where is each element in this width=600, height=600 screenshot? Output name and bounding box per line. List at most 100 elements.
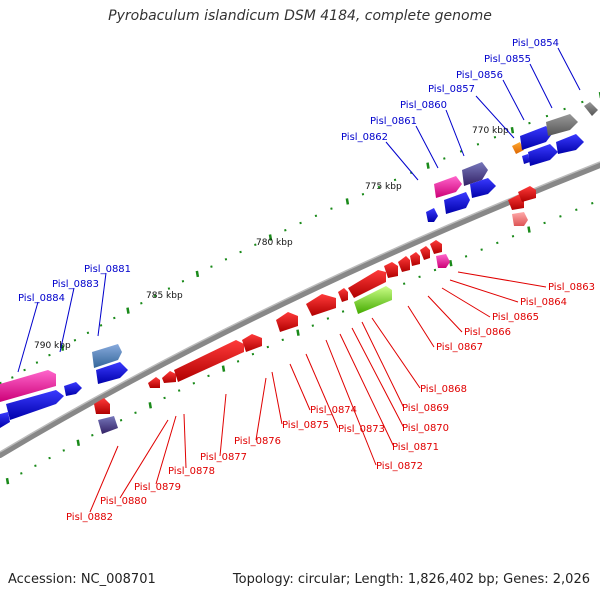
gene-0862 — [426, 208, 438, 222]
map-title: Pyrobaculum islandicum DSM 4184, complet… — [108, 8, 492, 24]
tick-mark — [76, 439, 80, 447]
gene-0854 — [546, 114, 578, 136]
gene-0861 — [434, 176, 462, 198]
leader-0872 — [325, 339, 377, 466]
forward-genes — [0, 102, 598, 434]
gene-label-0874: Pisl_0874 — [310, 405, 357, 416]
gene-0875 — [306, 294, 336, 316]
tick-mark — [345, 198, 350, 205]
tick-mark — [221, 365, 226, 372]
tick-mark — [314, 214, 318, 218]
leader-0868 — [371, 317, 421, 389]
tick-mark — [181, 279, 185, 283]
tick-mark — [543, 221, 546, 225]
leader-0860 — [445, 109, 465, 157]
gene-0854b — [556, 134, 584, 154]
gene-0874 — [338, 288, 348, 302]
tick-mark — [510, 126, 515, 134]
tick-mark — [377, 185, 381, 189]
kbp-label-770: 770 kbp — [472, 126, 509, 136]
tick-mark — [99, 324, 103, 327]
tick-mark — [195, 270, 200, 278]
gene-label-0882: Pisl_0882 — [66, 512, 113, 523]
tick-mark — [163, 396, 166, 400]
gene-label-0865: Pisl_0865 — [492, 312, 539, 323]
gene-0884 — [0, 370, 56, 402]
tick-mark — [134, 411, 137, 415]
tick-mark — [418, 275, 421, 279]
gene-label-0879: Pisl_0879 — [134, 482, 181, 493]
tick-mark — [153, 294, 157, 298]
tick-mark — [251, 352, 255, 356]
tick-mark — [330, 207, 333, 210]
tick-mark — [464, 255, 468, 258]
gene-label-0875: Pisl_0875 — [282, 420, 329, 431]
gene-0878 — [174, 340, 244, 382]
leader-0883 — [59, 287, 75, 353]
gene-0881b — [96, 362, 128, 384]
gene-label-0880: Pisl_0880 — [100, 496, 147, 507]
leader-0856 — [502, 79, 525, 121]
gene-0873 — [348, 270, 386, 298]
gene-0857 — [512, 142, 524, 154]
gene-label-0884: Pisl_0884 — [18, 293, 65, 304]
gene-0867 — [354, 286, 392, 314]
gene-0855 — [528, 144, 558, 166]
leader-0864 — [449, 279, 519, 303]
tick-mark — [496, 241, 499, 245]
tick-mark — [591, 202, 594, 205]
gene-label-0854: Pisl_0854 — [512, 38, 559, 49]
gene-label-0870: Pisl_0870 — [402, 423, 449, 434]
tick-mark — [493, 135, 497, 139]
tick-mark — [581, 100, 584, 104]
tick-mark — [443, 157, 446, 160]
tick-mark — [449, 259, 453, 267]
tick-mark — [192, 381, 196, 385]
gene-label-0856: Pisl_0856 — [456, 70, 503, 81]
tick-mark — [91, 434, 94, 437]
tick-mark — [34, 464, 37, 467]
gene-0866 — [436, 254, 450, 268]
gene-0883b — [0, 412, 10, 428]
gene-label-0864: Pisl_0864 — [520, 297, 567, 308]
tick-mark — [126, 307, 130, 314]
tick-mark — [281, 338, 284, 342]
gene-label-0861: Pisl_0861 — [370, 116, 417, 127]
leader-0876 — [255, 377, 267, 441]
tick-mark — [284, 229, 287, 232]
tick-mark — [268, 234, 273, 241]
leader-0879 — [155, 415, 177, 485]
tick-mark — [559, 215, 562, 218]
gene-label-0863: Pisl_0863 — [548, 282, 595, 293]
leader-0877 — [219, 393, 227, 457]
tick-mark — [113, 316, 116, 320]
tick-mark — [48, 353, 51, 357]
gene-0877 — [242, 334, 262, 352]
gene-labels: Pisl_0854 Pisl_0855 Pisl_0856 Pisl_0857 … — [18, 38, 595, 523]
gene-0860b — [470, 178, 496, 198]
tick-mark — [86, 331, 90, 335]
leader-0881 — [97, 272, 107, 337]
gene-0856b — [522, 154, 530, 164]
tick-mark — [5, 477, 10, 485]
leader-0869 — [361, 321, 405, 409]
leader-0862 — [385, 141, 419, 181]
leader-0874 — [289, 363, 311, 411]
tick-mark — [476, 143, 480, 146]
tick-mark — [140, 302, 143, 305]
gene-0864 — [518, 186, 536, 202]
leader-0884 — [17, 301, 39, 373]
gene-0865 — [512, 212, 528, 226]
gene-0856 — [520, 126, 552, 150]
gene-label-0871: Pisl_0871 — [392, 442, 439, 453]
genome-backbone-highlight — [0, 161, 600, 453]
gene-0868 — [430, 240, 442, 254]
tick-mark — [296, 329, 300, 336]
gene-0883c — [64, 382, 82, 396]
gene-0854c — [584, 102, 598, 116]
tick-mark — [73, 338, 77, 342]
gene-label-0862: Pisl_0862 — [341, 132, 388, 143]
gene-0860 — [462, 162, 488, 186]
